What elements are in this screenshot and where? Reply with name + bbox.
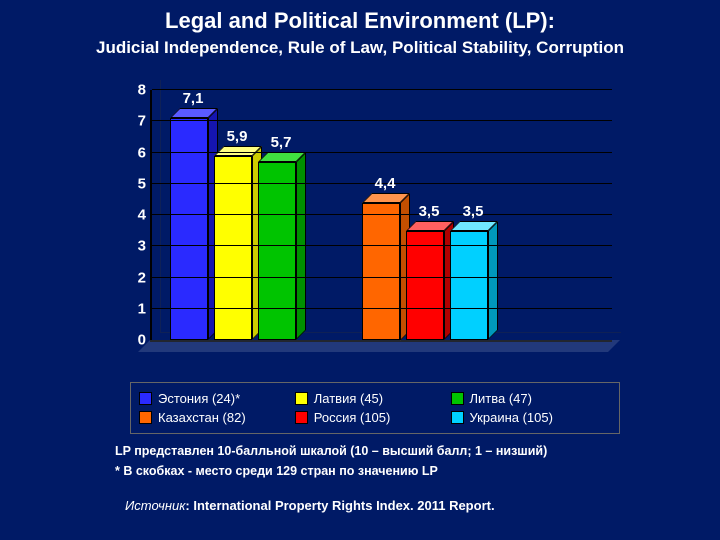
bar [362, 203, 400, 341]
legend-label: Казахстан (82) [158, 410, 246, 425]
bar-value-label: 3,5 [419, 203, 440, 220]
chart-bars [152, 90, 612, 340]
ytick-label: 0 [116, 332, 146, 349]
gridline [152, 120, 612, 121]
ytick-label: 3 [116, 238, 146, 255]
slide: Legal and Political Environment (LP): Ju… [0, 0, 720, 540]
legend-item: Россия (105) [295, 410, 451, 425]
title-line2: Judicial Independence, Rule of Law, Poli… [0, 38, 720, 58]
bar-chart: 012345678 7,15,95,74,43,53,5 [120, 80, 620, 365]
legend-swatch [451, 411, 464, 424]
legend-label: Латвия (45) [314, 391, 383, 406]
legend-swatch [451, 392, 464, 405]
legend-label: Эстония (24)* [158, 391, 240, 406]
chart-plot-area [150, 90, 612, 342]
bar-value-label: 7,1 [183, 90, 204, 107]
legend-item: Литва (47) [451, 391, 607, 406]
ytick-label: 7 [116, 113, 146, 130]
bar [258, 162, 296, 340]
source-prefix: Источник [125, 498, 185, 513]
footnote-rank: * В скобках - место среди 129 стран по з… [115, 464, 438, 478]
gridline [152, 245, 612, 246]
legend-item: Эстония (24)* [139, 391, 295, 406]
footnote-scale: LP представлен 10-балльной шкалой (10 – … [115, 444, 547, 458]
bar-value-label: 4,4 [375, 175, 396, 192]
bar-value-label: 5,9 [227, 128, 248, 145]
gridline [152, 214, 612, 215]
legend-swatch [139, 411, 152, 424]
legend-label: Литва (47) [470, 391, 532, 406]
ytick-label: 4 [116, 207, 146, 224]
legend-item: Украина (105) [451, 410, 607, 425]
slide-title: Legal and Political Environment (LP): Ju… [0, 8, 720, 58]
ytick-label: 2 [116, 269, 146, 286]
legend-swatch [139, 392, 152, 405]
legend-label: Украина (105) [470, 410, 553, 425]
bar [406, 231, 444, 340]
legend-item: Казахстан (82) [139, 410, 295, 425]
legend-swatch [295, 392, 308, 405]
ytick-label: 8 [116, 82, 146, 99]
bar-value-label: 5,7 [271, 134, 292, 151]
ytick-label: 1 [116, 300, 146, 317]
bar [450, 231, 488, 340]
chart-floor [138, 340, 620, 352]
source-line: Источник: International Property Rights … [125, 498, 495, 513]
bar-value-label: 3,5 [463, 203, 484, 220]
legend-swatch [295, 411, 308, 424]
gridline [152, 277, 612, 278]
gridline [152, 308, 612, 309]
title-line1: Legal and Political Environment (LP): [0, 8, 720, 34]
ytick-label: 6 [116, 144, 146, 161]
gridline [152, 152, 612, 153]
gridline [152, 89, 612, 90]
chart-legend: Эстония (24)* Латвия (45) Литва (47) Казахс… [130, 382, 620, 434]
legend-item: Латвия (45) [295, 391, 451, 406]
legend-label: Россия (105) [314, 410, 391, 425]
ytick-label: 5 [116, 175, 146, 192]
source-text: : International Property Rights Index. 2… [185, 498, 494, 513]
